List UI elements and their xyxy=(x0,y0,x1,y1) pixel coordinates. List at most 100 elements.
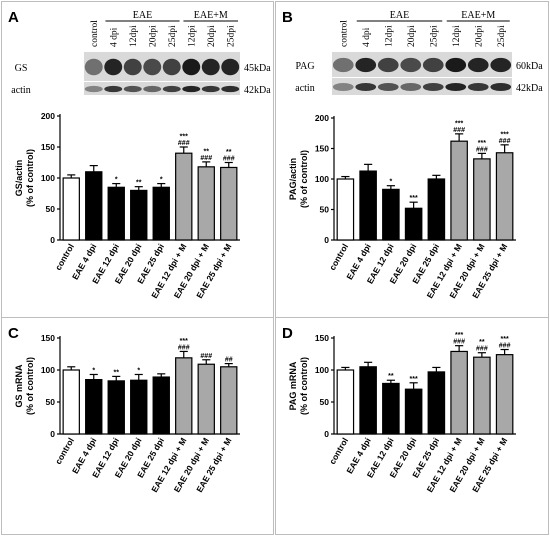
significance-label: *** xyxy=(501,336,509,343)
y-tick-label: 150 xyxy=(315,144,329,154)
significance-label: * xyxy=(390,179,393,186)
y-tick-label: 50 xyxy=(46,397,56,407)
y-axis-label-d: (% of control) xyxy=(299,357,309,415)
blot-band xyxy=(355,82,377,92)
significance-label: *** xyxy=(501,131,509,138)
blot-band xyxy=(221,58,240,76)
blot-band xyxy=(104,58,123,76)
lane-label: control xyxy=(90,20,100,47)
category-label: control xyxy=(327,436,350,466)
significance-label: ### xyxy=(178,344,190,351)
y-tick-label: 50 xyxy=(46,204,56,214)
significance-label: ** xyxy=(479,339,485,346)
blot-band xyxy=(221,85,240,93)
bar xyxy=(336,178,355,241)
blot-band xyxy=(143,58,162,76)
significance-label: ** xyxy=(204,148,210,155)
lane-label: 25dpi xyxy=(226,25,236,47)
y-tick-label: 100 xyxy=(41,173,55,183)
y-tick-label: 200 xyxy=(41,111,55,121)
blot-band xyxy=(355,57,377,73)
blot-band xyxy=(467,57,489,73)
y-tick-label: 100 xyxy=(315,174,329,184)
significance-label: ### xyxy=(499,138,511,145)
blot-band xyxy=(84,58,103,76)
y-tick-label: 50 xyxy=(320,397,330,407)
bar xyxy=(152,186,170,241)
y-axis-label-b: PAG/actin xyxy=(288,158,298,200)
significance-label: *** xyxy=(410,376,418,383)
panel-letter-b: B xyxy=(282,9,293,26)
y-tick-label: 0 xyxy=(50,235,55,245)
blot-band xyxy=(84,85,103,93)
blot-row-label: PAG xyxy=(295,61,314,72)
blot-band xyxy=(201,58,220,76)
significance-label: ### xyxy=(200,155,212,162)
blot-band xyxy=(490,57,512,73)
bar xyxy=(473,158,491,241)
significance-label: ** xyxy=(388,373,394,380)
bar xyxy=(336,369,355,435)
bar xyxy=(85,379,103,435)
blot-row-kda: 42kDa xyxy=(516,83,543,94)
y-tick-label: 200 xyxy=(315,113,329,123)
bar xyxy=(175,357,193,435)
bar xyxy=(220,166,238,241)
y-tick-label: 100 xyxy=(315,365,329,375)
blot-strip xyxy=(84,82,240,95)
significance-label: *** xyxy=(478,140,486,147)
category-label: control xyxy=(327,242,350,272)
lane-label: 25dpi xyxy=(429,25,439,47)
lane-label: 12dpi xyxy=(384,25,394,47)
significance-label: ### xyxy=(223,156,235,163)
category-label: control xyxy=(53,436,76,466)
bar xyxy=(427,178,446,241)
blot-row-label: actin xyxy=(11,85,30,96)
blot-row-label: GS xyxy=(15,63,28,74)
significance-label: ### xyxy=(453,339,465,346)
blot-strip xyxy=(332,78,512,95)
blot-band xyxy=(182,85,201,93)
blot-band xyxy=(332,82,354,92)
y-axis-label-c: GS mRNA xyxy=(14,364,24,408)
y-tick-label: 150 xyxy=(315,333,329,343)
significance-label: ### xyxy=(200,353,212,360)
lane-label: 12dpi xyxy=(187,25,197,47)
bar xyxy=(404,388,423,435)
bar xyxy=(495,152,514,241)
blot-band xyxy=(400,57,422,73)
bar xyxy=(62,369,80,435)
significance-label: ** xyxy=(226,149,232,156)
lane-label: 4 dpi xyxy=(109,27,119,47)
panel-letter-d: D xyxy=(282,325,293,342)
blot-band xyxy=(162,85,181,93)
blot-band xyxy=(467,82,489,92)
significance-label: *** xyxy=(180,338,188,345)
bar xyxy=(197,166,215,241)
significance-label: ### xyxy=(178,140,190,147)
blot-band xyxy=(123,58,142,76)
blot-band xyxy=(377,57,399,73)
bar xyxy=(382,188,400,241)
blot-band xyxy=(445,82,467,92)
significance-label: ### xyxy=(476,146,488,153)
blot-row-kda: 60kDa xyxy=(516,61,543,72)
blot-band xyxy=(400,82,422,92)
bar xyxy=(107,186,125,241)
bar xyxy=(427,371,446,435)
blot-band xyxy=(422,82,444,92)
bar xyxy=(130,379,148,435)
significance-label: *** xyxy=(180,134,188,141)
bar xyxy=(62,177,80,241)
y-axis-label-c: (% of control) xyxy=(25,357,35,415)
group-label-eae-m: EAE+M xyxy=(194,10,228,21)
blot-band xyxy=(162,58,181,76)
y-axis-label-b: (% of control) xyxy=(299,150,309,208)
significance-label: *** xyxy=(455,332,463,339)
panel-letter-c: C xyxy=(8,325,19,342)
lane-label: 20dpi xyxy=(207,25,217,47)
lane-label: 25dpi xyxy=(497,25,507,47)
category-label: control xyxy=(53,242,76,272)
